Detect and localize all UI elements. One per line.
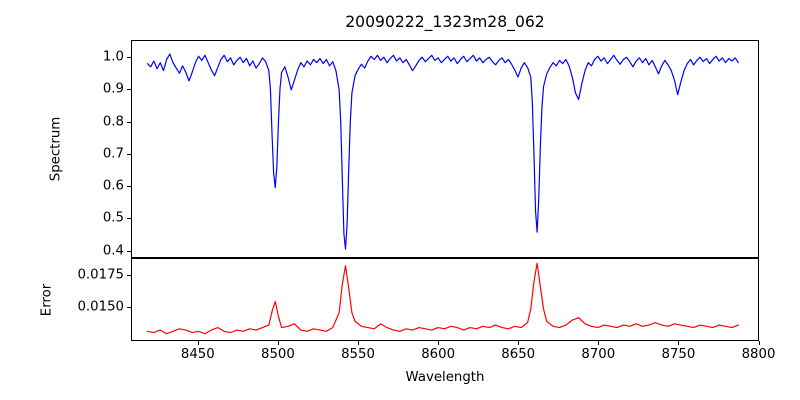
- y-tick-label-spectrum-2: 0.6: [102, 178, 124, 194]
- y-tick-label-spectrum-4: 0.8: [102, 113, 124, 129]
- y-tick-label-error-0: 0.0150: [77, 299, 124, 315]
- y-tick-spectrum-6: [127, 57, 131, 58]
- y-tick-label-spectrum-0: 0.4: [102, 243, 124, 259]
- x-tick-7: [759, 341, 760, 345]
- page-title: 20090222_1323m28_062: [345, 13, 545, 31]
- spectrum-data-line: [146, 53, 739, 250]
- x-tick-label-4: 8650: [501, 347, 536, 362]
- x-tick-6: [678, 341, 679, 345]
- y-tick-error-0: [127, 307, 131, 308]
- x-tick-label-0: 8450: [180, 347, 215, 362]
- error-plot-panel: [131, 258, 759, 341]
- y-tick-error-1: [127, 275, 131, 276]
- x-tick-3: [438, 341, 439, 345]
- y-tick-spectrum-3: [127, 154, 131, 155]
- spectrum-line-chart: [146, 53, 739, 250]
- y-tick-label-spectrum-1: 0.5: [102, 210, 124, 226]
- x-tick-label-2: 8550: [341, 347, 375, 362]
- y-tick-label-spectrum-6: 1.0: [102, 49, 124, 65]
- y-tick-spectrum-0: [127, 251, 131, 252]
- x-tick-2: [358, 341, 359, 345]
- y-tick-spectrum-4: [127, 122, 131, 123]
- x-tick-label-5: 8700: [581, 347, 616, 362]
- y-tick-spectrum-5: [127, 89, 131, 90]
- y-tick-label-spectrum-3: 0.7: [102, 146, 124, 162]
- x-tick-0: [198, 341, 199, 345]
- x-tick-1: [278, 341, 279, 345]
- error-data-line: [146, 262, 739, 335]
- y-tick-label-spectrum-5: 0.9: [102, 81, 124, 97]
- x-tick-label-7: 8800: [741, 347, 776, 362]
- error-line-chart: [146, 262, 739, 335]
- x-tick-5: [598, 341, 599, 345]
- x-axis-label: Wavelength: [405, 370, 485, 385]
- x-tick-4: [518, 341, 519, 345]
- y-axis-label-error: Error: [39, 283, 55, 317]
- x-tick-label-1: 8500: [260, 347, 295, 362]
- y-tick-label-error-1: 0.0175: [77, 267, 124, 283]
- x-tick-label-3: 8600: [421, 347, 456, 362]
- x-tick-label-6: 8750: [661, 347, 696, 362]
- y-tick-spectrum-1: [127, 218, 131, 219]
- spectrum-plot-panel: [131, 40, 759, 258]
- y-axis-label-spectrum: Spectrum: [48, 116, 64, 182]
- y-tick-spectrum-2: [127, 186, 131, 187]
